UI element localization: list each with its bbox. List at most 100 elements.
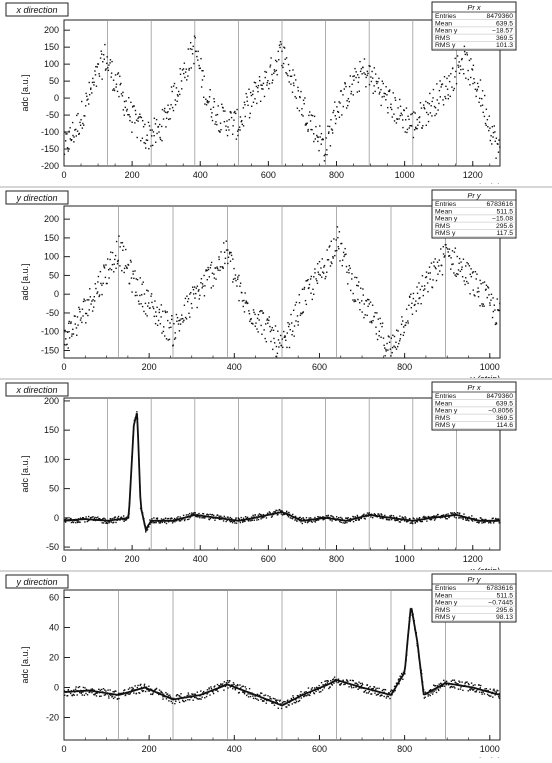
- data-point: [151, 518, 153, 520]
- data-point: [92, 299, 94, 301]
- data-point: [177, 323, 180, 325]
- data-point: [214, 685, 216, 687]
- data-point: [350, 685, 352, 687]
- data-point: [322, 519, 324, 521]
- data-point: [135, 278, 137, 280]
- data-point: [277, 707, 279, 709]
- data-points: [63, 35, 501, 162]
- data-point: [270, 340, 272, 343]
- data-point: [353, 75, 355, 77]
- data-point: [432, 88, 435, 91]
- data-point: [494, 140, 496, 142]
- x-tick-label: 200: [125, 170, 140, 180]
- data-point: [469, 273, 471, 276]
- data-point: [297, 700, 300, 703]
- data-point: [440, 248, 442, 250]
- stats-row-label: Entries: [435, 13, 457, 20]
- data-point: [479, 305, 481, 307]
- data-point: [258, 319, 260, 321]
- y-tick-label: 200: [44, 396, 59, 406]
- data-point: [111, 517, 113, 520]
- y-tick-label: 50: [49, 76, 59, 86]
- data-point: [252, 514, 254, 517]
- data-point: [449, 686, 452, 688]
- data-point: [156, 517, 159, 519]
- data-point: [203, 75, 205, 77]
- data-point: [227, 516, 229, 518]
- data-point: [369, 321, 371, 323]
- data-point: [351, 273, 353, 275]
- data-point: [169, 322, 171, 324]
- data-point: [244, 520, 246, 523]
- data-point: [106, 282, 108, 285]
- data-point: [202, 285, 204, 287]
- data-point: [368, 303, 371, 305]
- data-point: [311, 298, 314, 301]
- data-point: [106, 258, 109, 260]
- data-point: [66, 343, 68, 346]
- data-point: [344, 683, 346, 685]
- data-point: [242, 305, 244, 308]
- data-point: [265, 517, 268, 519]
- data-point: [204, 285, 206, 287]
- data-point: [187, 75, 189, 77]
- stats-row-label: Mean: [435, 592, 452, 599]
- data-point: [251, 105, 253, 107]
- data-point: [83, 694, 86, 696]
- x-tick-label: 400: [193, 170, 208, 180]
- data-point: [357, 285, 359, 287]
- data-point: [427, 515, 430, 518]
- data-point: [494, 694, 496, 696]
- data-point: [464, 53, 467, 56]
- data-point: [352, 680, 355, 682]
- data-point: [97, 63, 100, 65]
- data-point: [347, 680, 349, 683]
- data-point: [175, 313, 178, 316]
- data-point: [91, 310, 94, 312]
- data-point: [217, 269, 219, 271]
- data-point: [223, 681, 226, 683]
- data-point: [341, 242, 343, 245]
- data-point: [416, 517, 418, 520]
- data-point: [370, 516, 372, 518]
- data-point: [94, 283, 96, 285]
- data-point: [104, 518, 106, 520]
- data-point: [478, 684, 480, 686]
- data-point: [400, 323, 403, 326]
- data-point: [111, 251, 114, 254]
- data-point: [310, 520, 312, 523]
- data-point: [409, 296, 411, 298]
- data-point: [348, 100, 350, 103]
- data-point: [234, 688, 237, 691]
- data-point: [183, 319, 185, 322]
- data-point: [72, 328, 74, 331]
- y-tick-label: 150: [44, 233, 59, 243]
- data-point: [76, 334, 78, 336]
- data-point: [128, 693, 130, 695]
- data-point: [168, 338, 171, 341]
- data-point: [67, 150, 69, 152]
- data-point: [71, 121, 74, 124]
- data-point: [230, 520, 233, 523]
- data-point: [386, 695, 388, 698]
- data-point: [288, 323, 291, 325]
- data-point: [197, 698, 199, 700]
- data-point: [311, 521, 313, 523]
- data-point: [346, 521, 348, 524]
- data-point: [207, 268, 210, 271]
- data-point: [245, 300, 247, 302]
- data-point: [320, 267, 322, 269]
- data-point: [133, 692, 135, 694]
- data-point: [393, 120, 396, 122]
- data-point: [338, 248, 340, 250]
- data-point: [118, 697, 120, 700]
- stats-row-label: RMS y: [435, 230, 456, 237]
- data-point: [198, 512, 200, 515]
- data-point: [160, 691, 163, 693]
- data-point: [291, 91, 294, 93]
- data-point: [338, 116, 341, 118]
- data-point: [280, 703, 282, 705]
- data-point: [485, 284, 488, 286]
- data-point: [117, 515, 120, 518]
- data-point: [140, 303, 142, 305]
